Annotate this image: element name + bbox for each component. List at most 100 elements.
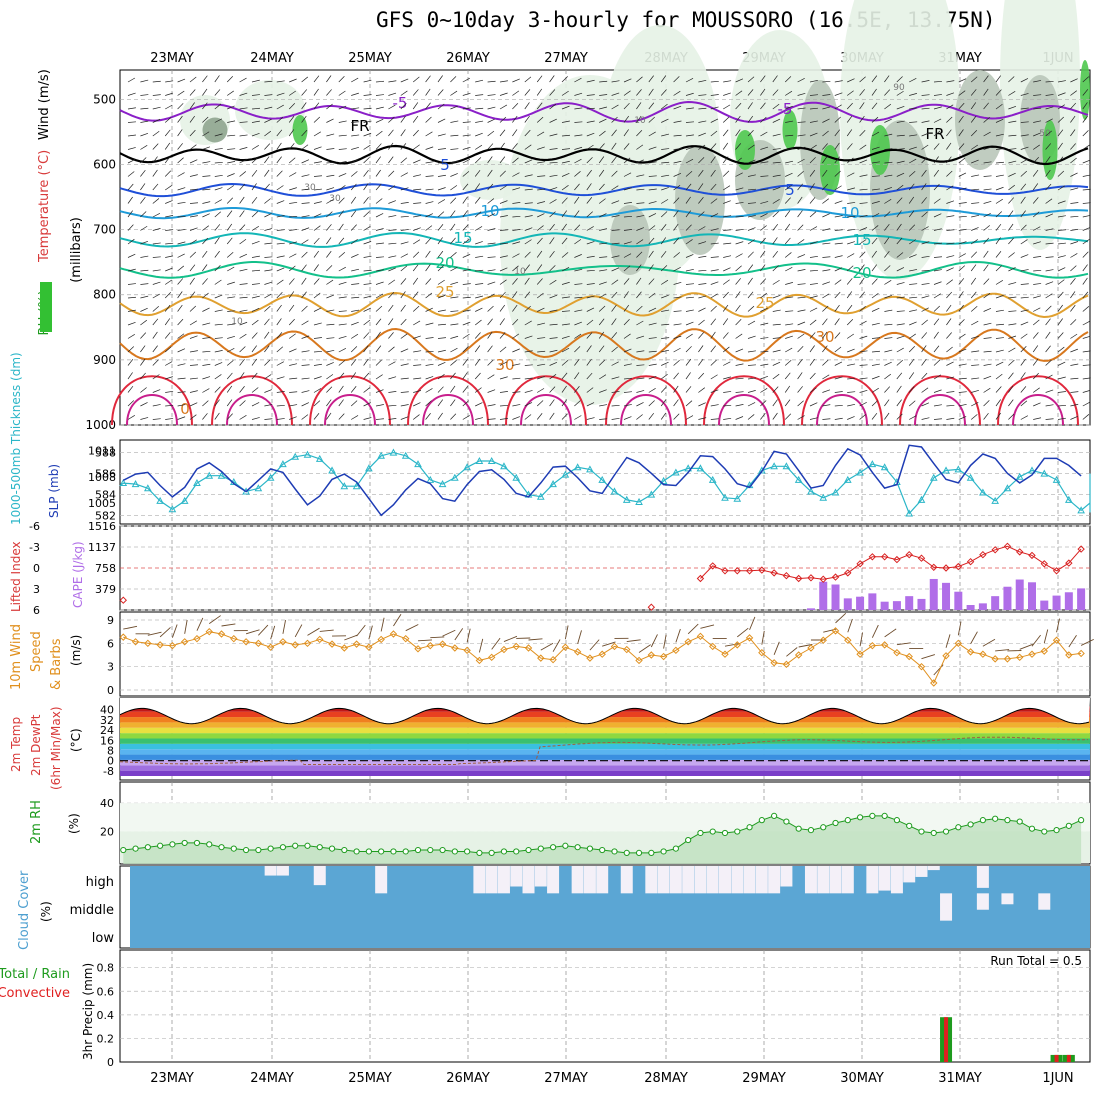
- upper-wind-barb: [735, 187, 744, 191]
- upper-wind-barb: [586, 402, 595, 407]
- contour-label: 20: [435, 254, 454, 272]
- upper-wind-barb: [388, 200, 396, 204]
- isotherm-freezing: [119, 144, 1089, 166]
- wind-barb-10m: [589, 639, 600, 651]
- upper-wind-barb: [487, 130, 495, 137]
- upper-wind-barb: [723, 255, 732, 258]
- upper-wind-barb: [648, 363, 657, 366]
- upper-wind-barb: [289, 348, 297, 353]
- upper-wind-barb: [859, 89, 865, 96]
- upper-wind-barb: [301, 115, 307, 123]
- upper-wind-barb: [797, 224, 804, 231]
- wind-speed-point: [279, 638, 287, 646]
- upper-wind-barb: [797, 107, 806, 110]
- cloud-cell-high: [731, 866, 744, 894]
- wind-speed-point: [586, 654, 594, 662]
- thickness-point: [733, 494, 742, 502]
- upper-wind-barb: [152, 418, 161, 420]
- upper-wind-barb: [995, 337, 1004, 339]
- temp-color-band: [120, 765, 1090, 771]
- wind-speed-point: [635, 656, 643, 665]
- wind-speed-point: [131, 638, 140, 646]
- upper-wind-barb: [611, 229, 620, 231]
- upper-wind-barb: [809, 255, 818, 258]
- upper-wind-barb: [908, 358, 915, 366]
- upper-wind-barb: [536, 237, 543, 245]
- upper-wind-barb: [301, 291, 307, 299]
- thickness-point: [856, 468, 864, 476]
- cloud-cell-high: [485, 866, 498, 894]
- upper-wind-barb: [685, 283, 694, 285]
- upper-wind-barb: [487, 269, 496, 272]
- upper-wind-barb: [239, 372, 245, 380]
- wind-barb-10m: [540, 642, 554, 651]
- upper-wind-barb: [425, 376, 434, 380]
- thickness-point: [438, 480, 447, 488]
- cloud-cell-middle: [940, 893, 953, 921]
- upper-wind-barb: [1008, 296, 1017, 299]
- upper-wind-barb: [698, 402, 706, 407]
- upper-wind-barb: [326, 337, 335, 339]
- rh-point: [586, 845, 594, 852]
- upper-wind-barb: [933, 213, 942, 218]
- upper-wind-barb: [809, 345, 815, 353]
- wind-speed-point: [807, 644, 815, 652]
- upper-wind-barb: [264, 281, 273, 285]
- upper-wind-barb: [648, 278, 655, 285]
- upper-wind-barb: [549, 349, 558, 353]
- upper-wind-barb: [140, 295, 149, 299]
- upper-wind-barb: [375, 389, 384, 393]
- upper-wind-barb: [388, 185, 396, 191]
- upper-wind-barb: [313, 201, 322, 204]
- upper-wind-barb: [983, 375, 992, 380]
- upper-wind-barb: [908, 346, 916, 353]
- upper-wind-barb: [586, 197, 593, 204]
- upper-wind-barb: [846, 304, 853, 312]
- upper-wind-barb: [1057, 404, 1066, 407]
- slp-line: [122, 444, 1082, 517]
- upper-wind-barb: [251, 283, 260, 285]
- upper-wind-barb: [785, 148, 794, 150]
- upper-wind-barb: [499, 267, 508, 272]
- upper-wind-barb: [971, 188, 980, 191]
- upper-wind-barb: [375, 359, 382, 366]
- upper-wind-barb: [140, 133, 149, 137]
- upper-wind-barb: [239, 400, 246, 407]
- upper-wind-barb: [921, 255, 930, 258]
- upper-wind-barb: [797, 196, 803, 204]
- upper-wind-barb: [995, 103, 1003, 110]
- upper-wind-barb: [326, 224, 332, 231]
- upper-wind-barb: [264, 359, 271, 366]
- upper-wind-barb: [524, 174, 533, 177]
- upper-wind-barb: [723, 80, 732, 83]
- upper-wind-barb: [1070, 403, 1079, 407]
- upper-wind-barb: [995, 118, 1004, 123]
- upper-wind-barb: [475, 144, 483, 150]
- upper-wind-barb: [227, 90, 234, 96]
- upper-wind-barb: [772, 75, 778, 83]
- upper-wind-barb: [735, 143, 742, 150]
- upper-wind-barb: [623, 278, 630, 285]
- upper-wind-barb: [970, 76, 978, 83]
- upper-wind-barb: [735, 215, 744, 218]
- upper-wind-barb: [946, 242, 955, 245]
- rh-point: [820, 824, 827, 831]
- upper-wind-barb: [226, 76, 234, 83]
- rh-shading: [460, 160, 520, 200]
- upper-wind-barb: [189, 390, 198, 393]
- wind-barb-10m: [344, 634, 358, 641]
- wind-barb-10m: [503, 635, 518, 642]
- upper-wind-barb: [351, 77, 359, 83]
- upper-wind-barb: [388, 129, 394, 137]
- upper-wind-barb: [313, 131, 321, 137]
- upper-wind-barb: [313, 102, 320, 110]
- upper-wind-barb: [636, 414, 643, 420]
- upper-wind-barb: [871, 131, 880, 137]
- upper-wind-barb: [226, 360, 234, 366]
- lifted-index-point: [844, 569, 852, 577]
- upper-wind-barb: [909, 146, 917, 150]
- upper-wind-barb: [983, 88, 989, 96]
- upper-wind-barb: [747, 215, 756, 218]
- upper-wind-barb: [747, 174, 756, 177]
- temp-color-band: [120, 727, 1090, 734]
